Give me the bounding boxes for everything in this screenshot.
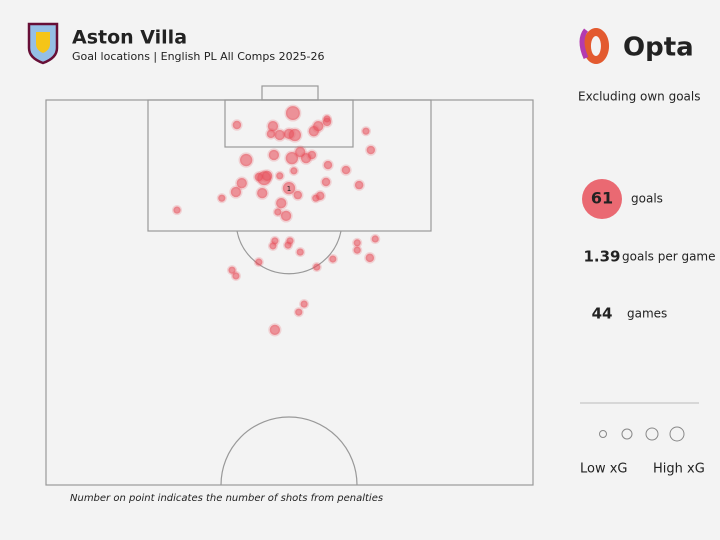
brand-logo — [579, 28, 610, 64]
goal-point — [226, 265, 238, 276]
goal-point — [322, 159, 334, 171]
goal-point — [299, 298, 310, 310]
goal-point — [306, 149, 318, 161]
goal-point — [370, 233, 381, 245]
goal-point — [292, 189, 304, 201]
stat-label: goals per game — [622, 250, 716, 264]
legend-low: Low xG — [580, 462, 628, 477]
goal-point — [267, 240, 279, 251]
goal-point — [272, 206, 283, 218]
goal-point — [231, 119, 243, 131]
goal-point — [238, 152, 254, 168]
stat-value: 61 — [591, 189, 613, 208]
stat-value: 1.39 — [583, 248, 620, 266]
note: Excluding own goals — [578, 90, 700, 104]
goal-point — [327, 253, 338, 265]
goal-point — [267, 148, 281, 162]
title: Aston Villa — [72, 27, 187, 49]
goal-point — [353, 179, 365, 191]
legend — [580, 402, 699, 442]
goal-point — [284, 150, 300, 166]
goal-point — [340, 164, 352, 176]
penalty-point — [281, 180, 297, 196]
goal-point — [352, 237, 363, 248]
goal-point — [230, 270, 241, 282]
goal-point — [288, 165, 299, 176]
goal-point — [365, 144, 377, 156]
goal-point — [293, 307, 304, 318]
goal-point — [274, 196, 288, 210]
goal-point — [321, 113, 333, 124]
stat-value: 44 — [592, 305, 613, 323]
goal-point — [255, 186, 269, 200]
goal-point — [364, 252, 376, 264]
goal-point — [320, 176, 332, 188]
subtitle: Goal locations | English PL All Comps 20… — [72, 50, 325, 63]
goal-point — [295, 247, 306, 258]
goal-point — [287, 127, 303, 143]
goal-point — [311, 262, 322, 273]
goal-point — [352, 245, 363, 256]
goal-point — [229, 185, 243, 199]
goal-point — [235, 176, 249, 190]
pitch — [45, 85, 534, 486]
footnote: Number on point indicates the number of … — [70, 493, 383, 504]
goal-point — [253, 257, 264, 268]
goal-point — [284, 104, 302, 122]
goal-point — [284, 235, 296, 246]
goal-point — [216, 193, 227, 204]
brand: Opta — [623, 33, 694, 63]
goal-point — [360, 126, 372, 137]
legend-high: High xG — [653, 462, 705, 477]
goal-point — [274, 170, 285, 181]
goal-point — [171, 205, 183, 216]
stat-badge — [582, 179, 622, 219]
stat-label: games — [627, 307, 667, 321]
goal-point — [268, 323, 282, 337]
goal-point — [311, 119, 325, 133]
penalty-label: 1 — [287, 185, 291, 193]
goal-point — [310, 193, 321, 204]
stat-label: goals — [631, 192, 663, 206]
crest — [27, 22, 59, 65]
goal-point — [260, 169, 274, 183]
goal-point — [279, 209, 293, 223]
